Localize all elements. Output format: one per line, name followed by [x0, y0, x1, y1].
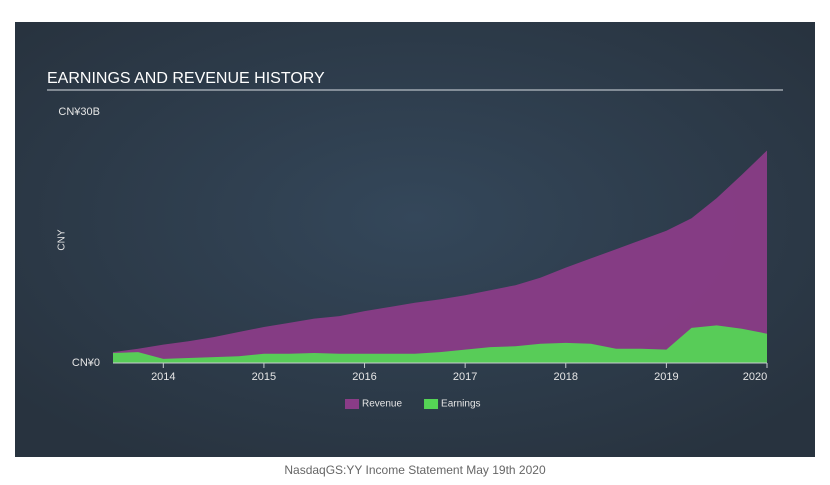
x-tick-label: 2019 — [654, 371, 678, 383]
y-axis-label: CNY — [57, 229, 68, 250]
legend-label: Revenue — [362, 399, 402, 410]
y-tick-label: CN¥0 — [72, 357, 100, 369]
area-revenue — [113, 150, 767, 363]
x-tick-label: 2020 — [743, 371, 767, 383]
footer: NasdaqGS:YY Income Statement May 19th 20… — [284, 463, 546, 477]
x-tick-label: 2017 — [453, 371, 477, 383]
x-tick-label: 2016 — [352, 371, 376, 383]
area-earnings — [113, 325, 767, 363]
legend-swatch — [345, 399, 359, 409]
legend-label: Earnings — [441, 399, 480, 410]
x-tick-label: 2014 — [151, 371, 175, 383]
y-tick-label: CN¥30B — [58, 106, 100, 118]
x-tick-label: 2015 — [252, 371, 276, 383]
chart-title: EARNINGS AND REVENUE HISTORY — [47, 70, 325, 87]
x-tick-label: 2018 — [554, 371, 578, 383]
legend-swatch — [424, 399, 439, 409]
